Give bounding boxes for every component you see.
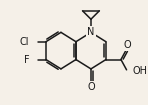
Text: O: O xyxy=(87,82,95,92)
Text: OH: OH xyxy=(132,66,147,76)
Text: N: N xyxy=(87,27,95,37)
Text: O: O xyxy=(124,40,131,51)
Text: F: F xyxy=(24,54,30,65)
Text: Cl: Cl xyxy=(20,37,29,47)
